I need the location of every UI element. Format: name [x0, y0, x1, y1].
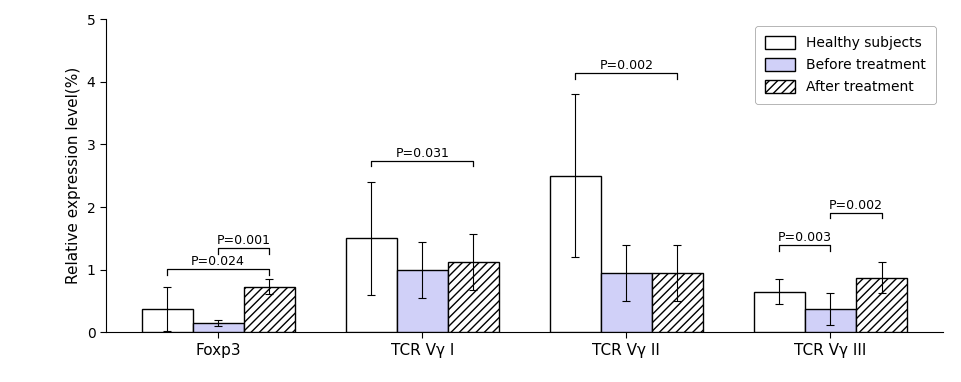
Bar — [447, 262, 498, 332]
Bar — [345, 238, 396, 332]
Bar — [141, 309, 192, 332]
Text: P=0.031: P=0.031 — [395, 147, 449, 160]
Bar — [192, 323, 243, 332]
Bar — [855, 278, 906, 332]
Text: P=0.024: P=0.024 — [191, 255, 245, 268]
Legend: Healthy subjects, Before treatment, After treatment: Healthy subjects, Before treatment, Afte… — [754, 26, 935, 104]
Bar — [550, 176, 601, 332]
Text: P=0.002: P=0.002 — [828, 199, 882, 212]
Y-axis label: Relative expression level(%): Relative expression level(%) — [66, 67, 81, 284]
Bar — [652, 273, 702, 332]
Text: P=0.003: P=0.003 — [777, 231, 831, 244]
Bar — [243, 286, 294, 332]
Bar — [804, 309, 855, 332]
Bar — [601, 273, 652, 332]
Text: P=0.001: P=0.001 — [216, 235, 270, 248]
Bar — [753, 291, 804, 332]
Text: P=0.002: P=0.002 — [599, 59, 653, 72]
Bar — [396, 270, 447, 332]
